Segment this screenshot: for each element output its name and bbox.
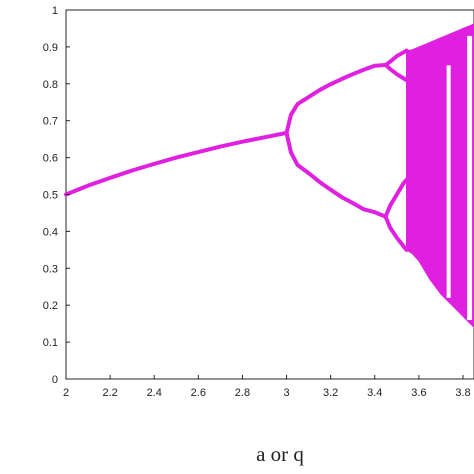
- bifurcation-branch-7: [383, 214, 409, 252]
- x-axis-label: a or q: [256, 442, 304, 466]
- x-axis: 2 2.2 2.4 2.6 2.8 3 3.2 3.4 3.6 3.8: [63, 375, 471, 399]
- x-tick-label: 3.8: [455, 387, 470, 399]
- bifurcation-branch-4: [383, 48, 409, 67]
- y-tick-label: 1: [52, 5, 58, 17]
- y-tick-label: 0.8: [43, 79, 58, 91]
- y-axis: 0 0.1 0.2 0.3 0.4 0.5 0.6 0.7 0.8 0.9 1: [43, 5, 70, 386]
- y-tick-label: 0.4: [43, 226, 58, 238]
- bifurcation-branch-1: [64, 130, 289, 197]
- x-tick-label: 3.4: [367, 387, 382, 399]
- bifurcation-branch-6: [383, 177, 409, 219]
- y-tick-label: 0.2: [43, 300, 58, 312]
- x-tick-label: 2: [63, 387, 69, 399]
- y-tick-label: 0.7: [43, 116, 58, 128]
- y-tick-label: 0.5: [43, 190, 58, 202]
- bifurcation-branch-3: [284, 130, 388, 219]
- y-tick-label: 0.1: [43, 337, 58, 349]
- bifurcation-branch-2: [284, 62, 388, 135]
- y-tick-label: 0.6: [43, 153, 58, 165]
- x-tick-label: 3.6: [411, 387, 426, 399]
- plot-frame: [65, 9, 474, 380]
- x-tick-label: 2.8: [235, 387, 250, 399]
- x-tick-label: 2.4: [147, 387, 162, 399]
- x-tick-label: 3.2: [323, 387, 338, 399]
- x-tick-label: 3: [283, 387, 289, 399]
- chaotic-region: [406, 23, 474, 329]
- y-tick-label: 0: [52, 374, 58, 386]
- x-tick-label: 2.6: [191, 387, 206, 399]
- x-tick-label: 2.2: [102, 387, 117, 399]
- y-tick-label: 0.3: [43, 263, 58, 275]
- bifurcation-branch-5: [383, 62, 409, 83]
- y-tick-label: 0.9: [43, 42, 58, 54]
- plot-area: [64, 9, 474, 380]
